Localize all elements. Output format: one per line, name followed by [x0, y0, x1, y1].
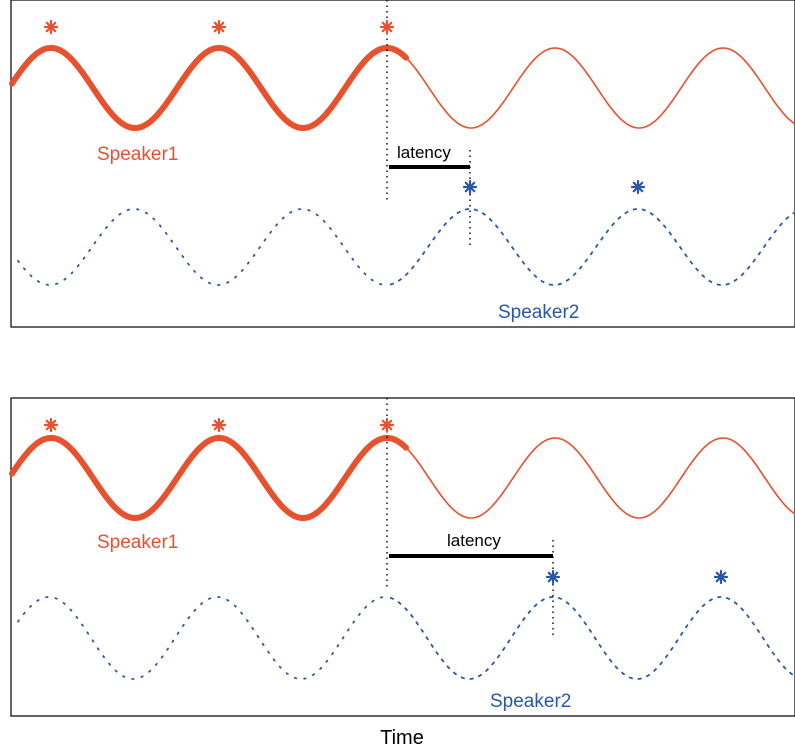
- peak-marker: [379, 19, 395, 35]
- peak-marker: [713, 569, 729, 585]
- peak-marker: [545, 569, 561, 585]
- speaker1-label: Speaker1: [97, 532, 178, 553]
- speaker2-label: Speaker2: [498, 302, 579, 323]
- latency-label: latency: [447, 531, 501, 550]
- peak-marker: [630, 179, 646, 195]
- peak-marker: [462, 179, 478, 195]
- speaker2-wave-dense: [389, 596, 795, 680]
- panel-frame: [10, 397, 795, 717]
- peak-marker: [43, 417, 59, 433]
- panel-frame: [10, 0, 795, 328]
- speaker2-wave-dense: [389, 208, 795, 286]
- panel-short-latency: Speaker1 latency Speaker2: [9, 0, 795, 328]
- peak-marker-stroke: [213, 419, 225, 431]
- speaker2-label: Speaker2: [490, 691, 571, 712]
- panel-waves: [9, 398, 795, 680]
- peak-marker-stroke: [547, 571, 559, 583]
- panel-long-latency: Speaker1 latency Speaker2: [9, 397, 795, 717]
- speaker1-label: Speaker1: [97, 144, 178, 165]
- speaker1-wave-thick: [9, 435, 409, 521]
- peak-marker-stroke: [381, 21, 393, 33]
- peak-marker: [379, 417, 395, 433]
- peak-marker-stroke: [381, 419, 393, 431]
- peak-marker-stroke: [213, 21, 225, 33]
- speaker2-wave-sparse: [17, 208, 387, 286]
- speaker1-wave-thin: [386, 47, 795, 129]
- speaker2-wave-sparse: [17, 596, 387, 680]
- speaker1-wave-thin: [386, 437, 795, 519]
- peak-marker-stroke: [632, 181, 644, 193]
- panel-waves: [9, 0, 795, 286]
- peak-marker-stroke: [45, 419, 57, 431]
- peak-marker: [211, 19, 227, 35]
- speaker1-wave-thick: [9, 45, 409, 131]
- latency-label: latency: [397, 143, 451, 162]
- peak-marker: [211, 417, 227, 433]
- peak-marker: [43, 19, 59, 35]
- peak-marker-stroke: [715, 571, 727, 583]
- x-axis-label: Time: [380, 727, 424, 747]
- peak-marker-stroke: [464, 181, 476, 193]
- peak-marker-stroke: [45, 21, 57, 33]
